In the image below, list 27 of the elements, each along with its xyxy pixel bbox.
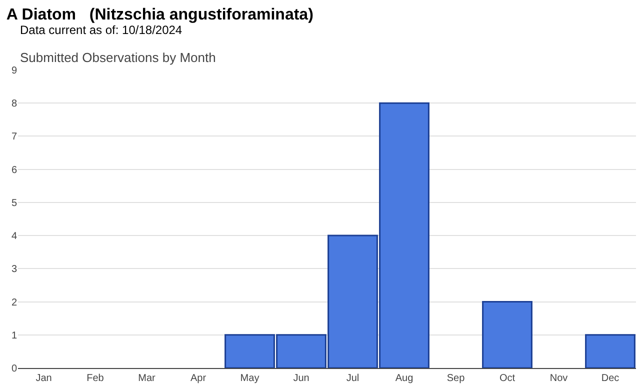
y-tick-label: 8 (11, 98, 18, 110)
y-tick-label: 2 (11, 297, 18, 308)
bar (585, 334, 636, 368)
x-tick-label: Oct (499, 373, 516, 384)
y-tick-label: 4 (11, 231, 18, 242)
x-tick-label: Jul (346, 373, 360, 384)
chart-subtitle: Data current as of: 10/18/2024 (20, 23, 182, 37)
y-tick-label: 9 (11, 66, 18, 76)
x-tick-label: Apr (190, 373, 207, 384)
y-tick-label: 5 (11, 198, 18, 209)
bar (482, 301, 532, 368)
x-tick-label: Dec (601, 373, 620, 384)
x-tick-label: May (240, 373, 260, 384)
x-tick-label: Sep (446, 373, 466, 384)
text: Submitted Observations by Month (20, 50, 216, 65)
x-tick-label: Mar (138, 373, 156, 384)
chart-title: A Diatom (Nitzschia angustiforaminata) (6, 6, 314, 24)
y-tick-label: 6 (11, 164, 18, 176)
x-tick-label: Feb (86, 373, 104, 384)
y-tick-label: 3 (11, 264, 18, 276)
y-tick-label: 7 (11, 132, 18, 143)
x-tick-label: Nov (550, 373, 568, 384)
x-tick-label: Jan (36, 373, 52, 384)
y-tick-label: 0 (11, 364, 18, 374)
y-tick-label: 1 (11, 330, 18, 342)
x-tick-label: Aug (395, 373, 414, 384)
x-tick-label: Jun (293, 373, 310, 384)
